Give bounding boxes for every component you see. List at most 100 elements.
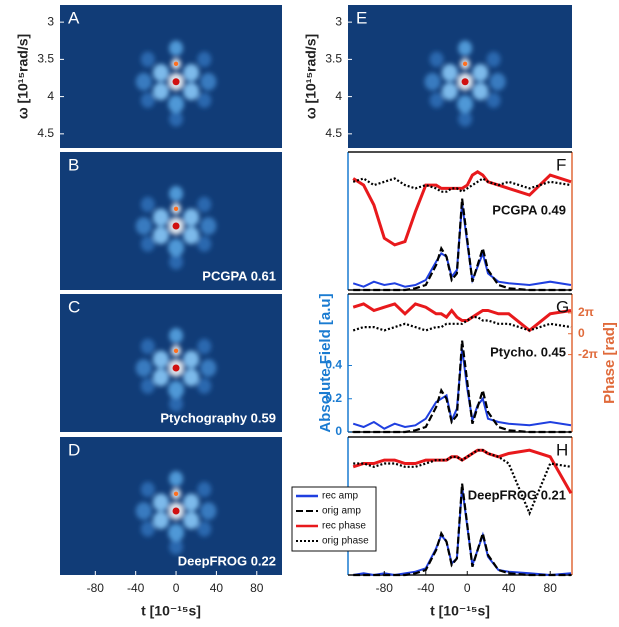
heatmap-spots [424,40,506,127]
y-tick-label: 4.5 [325,126,342,140]
spot [140,521,155,537]
spot [169,40,184,56]
spot [152,63,169,82]
spot [429,51,444,68]
spot [441,63,458,82]
spot [152,511,169,530]
spot-core [172,364,180,372]
spot [486,51,501,68]
y-axis-label: Absolute Field [a.u] [317,293,334,432]
spot [140,51,155,68]
y2-axis-label: Phase [rad] [601,322,618,404]
legend-label: rec phase [322,521,366,532]
spot [140,338,155,355]
spot [200,502,217,520]
spot [200,359,217,377]
spot [152,493,169,512]
spot-core [172,507,180,515]
spot [472,82,489,101]
spot [197,521,212,537]
panel-annotation: Ptycho. 0.45 [490,344,566,359]
x-tick-label: -40 [127,581,145,595]
spot [197,338,212,355]
panel-annotation: PCGPA 0.49 [492,202,566,217]
spot [169,111,184,127]
spot [140,236,155,252]
series-line [352,177,572,194]
spot [197,481,212,498]
y-axis-label: ω [10¹⁵rad/s] [15,34,31,119]
y2-tick-label: -2π [578,347,598,361]
y-axis-label: ω [10¹⁵rad/s] [303,34,319,119]
x-tick-label: 80 [544,581,558,595]
panel-annotation: DeepFROG 0.22 [178,553,276,568]
spot-core [173,206,179,211]
spot [458,40,473,56]
spot [441,82,458,101]
spot [135,502,152,520]
spot [140,196,155,213]
series-line [353,340,571,434]
x-tick-label: -80 [87,581,105,595]
y-tick-label: 0.4 [325,358,342,372]
series-line [352,348,572,430]
spot [489,72,506,91]
spot [486,92,501,109]
heatmap-spots [135,327,217,412]
x-tick-label: 40 [502,581,516,595]
spot [168,238,185,257]
panel-annotation: Ptychography 0.59 [160,410,276,425]
y2-tick-label: 2π [578,305,594,319]
spot [135,359,152,377]
spot [197,51,212,68]
series-line [353,449,572,517]
spot [152,82,169,101]
y-tick-label: 3.5 [325,52,342,66]
spot [140,378,155,394]
spot [152,368,169,387]
panel-letter: C [68,297,80,316]
panel-letter: B [68,155,79,174]
spot-core [462,61,468,67]
x-tick-label: 40 [210,581,224,595]
spot [152,208,169,227]
spot [183,226,200,245]
spot [183,368,200,387]
panel-annotation: PCGPA 0.61 [202,268,276,283]
spot [169,185,184,202]
spot [135,72,152,91]
x-tick-label: -40 [417,581,435,595]
heatmap-spots [135,470,217,555]
spot [140,92,155,109]
y-tick-label: 4.5 [37,126,54,140]
spot [152,226,169,245]
panel-letter: A [68,8,80,27]
series-line [352,302,572,333]
spot [169,539,184,555]
y-tick-label: 3 [47,14,54,28]
spot [168,95,185,113]
panel-letter: G [556,297,569,316]
spot [168,380,185,399]
y-tick-label: 3 [335,14,342,28]
spot [183,63,200,82]
x-axis-label: t [10⁻¹⁵s] [141,603,201,619]
spot [472,63,489,82]
spot [429,92,444,109]
legend-label: rec amp [322,491,359,502]
spot [197,236,212,252]
spot-core [172,222,180,230]
spot [183,511,200,530]
panel-letter: H [556,440,568,459]
x-axis-label: t [10⁻¹⁵s] [430,603,490,619]
spot [140,481,155,498]
x-tick-label: 0 [173,581,180,595]
spot [197,378,212,394]
y-tick-label: 0 [335,424,342,438]
series-line [352,203,572,288]
spot [183,350,200,369]
spot [197,196,212,213]
spot-core [173,491,179,496]
x-tick-label: -80 [376,581,394,595]
